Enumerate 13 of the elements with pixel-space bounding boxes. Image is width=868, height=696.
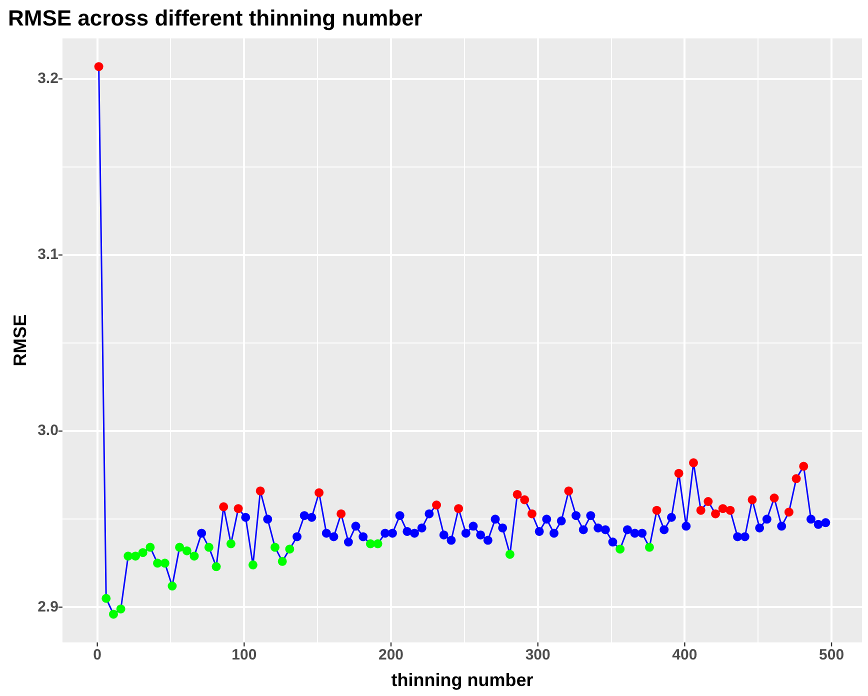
- y-tick-label: 3.0: [38, 422, 58, 440]
- x-tick-label: 300: [525, 646, 550, 664]
- x-axis-title: thinning number: [391, 670, 534, 690]
- y-tick-label: 3.2: [38, 70, 58, 88]
- y-axis-title: RMSE: [10, 314, 30, 366]
- x-tick-label: 100: [232, 646, 257, 664]
- chart-title: RMSE across different thinning number: [8, 5, 423, 30]
- x-tick-label: 500: [819, 646, 844, 664]
- x-tick-label: 0: [93, 646, 102, 664]
- x-tick-label: 400: [672, 646, 698, 664]
- x-tick-label: 200: [378, 646, 404, 664]
- y-tick-label: 2.9: [38, 598, 58, 616]
- y-tick-label: 3.1: [38, 246, 58, 264]
